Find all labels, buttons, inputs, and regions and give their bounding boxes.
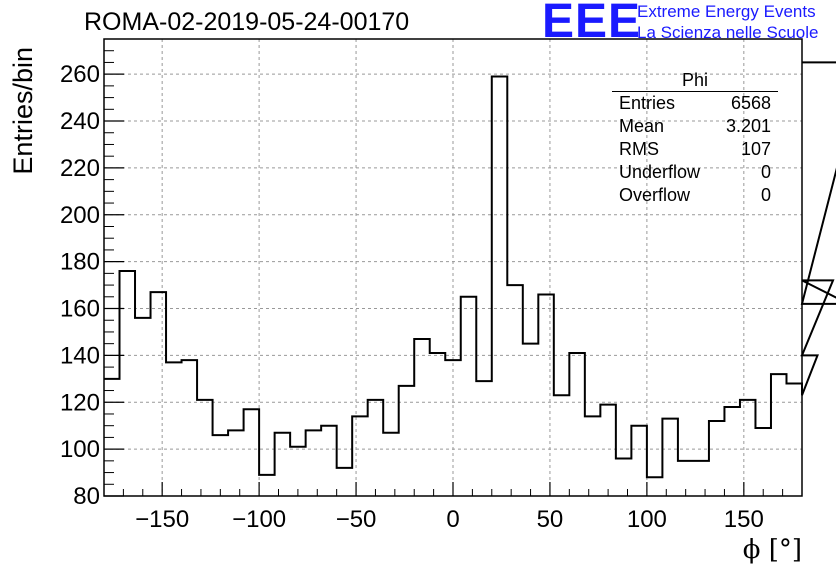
stats-value: 0 xyxy=(760,185,771,205)
stats-row-rms: RMS 107 xyxy=(612,138,778,161)
stats-row-mean: Mean 3.201 xyxy=(612,115,778,138)
stats-title: Phi xyxy=(612,70,778,92)
stats-label: Underflow xyxy=(619,162,701,182)
y-axis: 80 100 120 140 160 180 200 220 240 260 xyxy=(60,38,124,510)
y-tick-label: 80 xyxy=(73,483,100,510)
stats-label: Entries xyxy=(619,93,676,113)
run-title: ROMA-02-2019-05-24-00170 xyxy=(84,8,410,36)
histogram-series xyxy=(104,61,836,479)
y-tick-label: 240 xyxy=(60,108,100,135)
stats-value: 3.201 xyxy=(725,116,771,136)
y-tick-label: 120 xyxy=(60,389,100,416)
stats-value: 6568 xyxy=(730,93,771,113)
x-tick-label: −50 xyxy=(336,506,377,533)
y-tick-label: 200 xyxy=(60,202,100,229)
y-tick-label: 140 xyxy=(60,342,100,369)
logo-subtitle-2: La Scienza nelle Scuole xyxy=(637,23,819,42)
x-tick-label: 50 xyxy=(537,506,564,533)
stats-label: Overflow xyxy=(619,185,691,205)
stats-value: 107 xyxy=(740,139,771,159)
x-tick-label: 150 xyxy=(724,506,764,533)
stats-value: 0 xyxy=(760,162,771,182)
x-tick-label: 100 xyxy=(627,506,667,533)
x-tick-label: −150 xyxy=(135,506,189,533)
y-tick-label: 180 xyxy=(60,249,100,276)
y-tick-label: 100 xyxy=(60,436,100,463)
y-axis-label: Entries/bin xyxy=(8,47,38,175)
stats-label: RMS xyxy=(619,139,659,159)
logo-subtitle-1: Extreme Energy Events xyxy=(637,2,816,21)
x-axis: −150 −100 −50 0 50 100 150 xyxy=(103,482,803,533)
y-tick-label: 160 xyxy=(60,296,100,323)
y-tick-label: 220 xyxy=(60,155,100,182)
stats-box: Phi Entries 6568 Mean 3.201 RMS 107 Unde… xyxy=(612,70,778,207)
y-tick-label: 260 xyxy=(60,61,100,88)
x-tick-label: 0 xyxy=(446,506,459,533)
x-tick-label: −100 xyxy=(232,506,286,533)
stats-row-underflow: Underflow 0 xyxy=(612,161,778,184)
x-axis-label: ϕ [°] xyxy=(743,535,802,565)
stats-label: Mean xyxy=(619,116,665,136)
stats-row-overflow: Overflow 0 xyxy=(612,184,778,207)
eee-logo: EEE xyxy=(542,0,642,48)
stats-row-entries: Entries 6568 xyxy=(612,92,778,115)
